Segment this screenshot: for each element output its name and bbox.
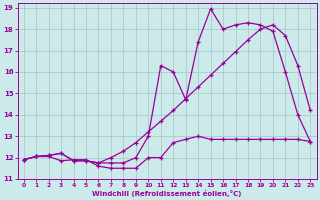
X-axis label: Windchill (Refroidissement éolien,°C): Windchill (Refroidissement éolien,°C)	[92, 190, 242, 197]
